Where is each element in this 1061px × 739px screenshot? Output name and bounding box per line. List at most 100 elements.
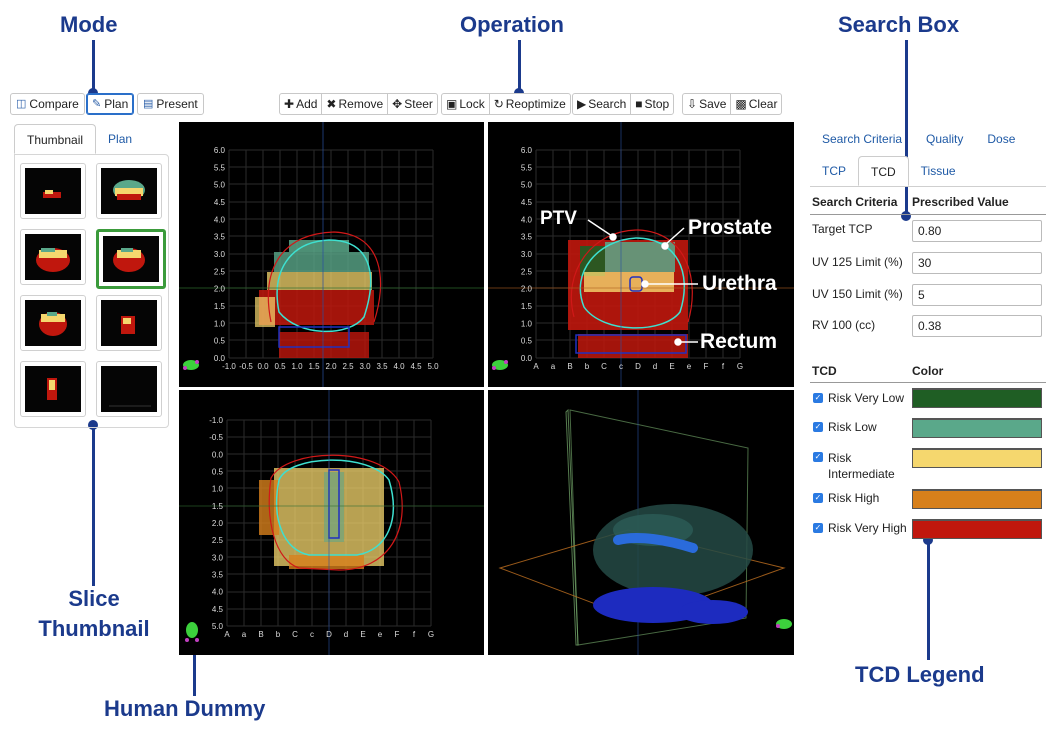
move-icon: ✥ bbox=[392, 97, 403, 111]
x-tick-label: A bbox=[224, 630, 230, 639]
callout-operation: Operation bbox=[460, 12, 564, 37]
uv125-limit-input[interactable] bbox=[912, 252, 1042, 274]
risk-high-swatch[interactable] bbox=[912, 489, 1042, 509]
plan-mode-label: Plan bbox=[104, 97, 129, 111]
x-tick-label: C bbox=[292, 630, 298, 639]
x-tick-label: d bbox=[344, 630, 348, 639]
search-button-group: ▶ Search ■ Stop bbox=[572, 93, 675, 115]
compare-label: Compare bbox=[29, 97, 79, 111]
slice-thumbnail[interactable] bbox=[20, 361, 86, 417]
x-tick-label: 4.5 bbox=[410, 362, 422, 371]
uv150-limit-input[interactable] bbox=[912, 284, 1042, 306]
trash-icon: ▩ bbox=[735, 97, 747, 111]
callout-slice-thumbnail-line2: Thumbnail bbox=[38, 616, 150, 641]
risk-very-low-checkbox[interactable]: ✓ bbox=[813, 393, 823, 403]
tab-tcp[interactable]: TCP bbox=[822, 164, 846, 178]
x-tick-label: F bbox=[704, 362, 709, 371]
slice-image bbox=[47, 378, 57, 400]
stop-icon: ■ bbox=[635, 97, 643, 111]
criteria-header-rule bbox=[810, 214, 1046, 215]
search-button[interactable]: ▶ Search bbox=[572, 93, 632, 115]
risk-very-low-swatch[interactable] bbox=[912, 388, 1042, 408]
x-tick-label: A bbox=[533, 362, 539, 371]
axial-labeled-view[interactable]: 6.0 5.5 5.0 4.5 4.0 3.5 3.0 2.5 2.0 1.5 1.0 0.5 0.0 A… bbox=[488, 122, 794, 387]
y-tick-label: 4.5 bbox=[212, 605, 224, 614]
lock-icon: ▣ bbox=[446, 97, 458, 111]
remove-button[interactable]: ✖ Remove bbox=[321, 93, 389, 115]
tab-quality[interactable]: Quality bbox=[926, 132, 964, 146]
human-dummy-icon[interactable] bbox=[183, 360, 199, 370]
add-button[interactable]: ✚ Add bbox=[279, 93, 323, 115]
risk-low-swatch[interactable] bbox=[912, 418, 1042, 438]
pencil-icon: ✎ bbox=[92, 98, 102, 110]
risk-intermediate-label-line2: Intermediate bbox=[828, 467, 895, 481]
y-tick-label: 2.5 bbox=[214, 267, 226, 276]
slice-image bbox=[113, 248, 145, 272]
tab-dose[interactable]: Dose bbox=[987, 132, 1016, 146]
x-tick-label: C bbox=[601, 362, 607, 371]
axial-view[interactable]: 6.0 5.5 5.0 4.5 4.0 3.5 3.0 2.5 2.0 1.5 1.0 0.5 0.0-… bbox=[179, 122, 484, 387]
slice-thumbnail[interactable] bbox=[20, 295, 86, 351]
rv100-input[interactable] bbox=[912, 315, 1042, 337]
x-tick-label: 1.5 bbox=[308, 362, 320, 371]
coronal-view-canvas: -1.0 -0.5 0.0 0.5 1.0 1.5 2.0 2.5 3.0 3.5 4.0 4.5 5.… bbox=[179, 390, 484, 655]
callout-slice-line bbox=[92, 426, 95, 586]
risk-intermediate-label: Risk Intermediate bbox=[828, 450, 895, 482]
slice-thumbnail[interactable] bbox=[20, 229, 86, 285]
criteria-label-uv150: UV 150 Limit (%) bbox=[812, 287, 903, 301]
risk-intermediate-swatch[interactable] bbox=[912, 448, 1042, 468]
coronal-view[interactable]: -1.0 -0.5 0.0 0.5 1.0 1.5 2.0 2.5 3.0 3.5 4.0 4.5 5.… bbox=[179, 390, 484, 655]
slice-thumbnail-selected[interactable] bbox=[96, 229, 166, 289]
risk-low-checkbox[interactable]: ✓ bbox=[813, 422, 823, 432]
x-tick-label: F bbox=[395, 630, 400, 639]
tab-tissue[interactable]: Tissue bbox=[920, 164, 956, 178]
labeled-dose-map bbox=[568, 240, 688, 358]
3d-view[interactable] bbox=[488, 390, 794, 655]
risk-very-high-checkbox[interactable]: ✓ bbox=[813, 523, 823, 533]
slice-thumbnail[interactable] bbox=[96, 295, 162, 351]
y-tick-label: 0.5 bbox=[212, 468, 224, 477]
tab-plan[interactable]: Plan bbox=[108, 132, 133, 146]
axial-view-canvas: 6.05.55.04.54.03.53.02.52.01.51.00.50.0-… bbox=[179, 122, 484, 387]
x-tick-label: b bbox=[276, 630, 281, 639]
stop-button[interactable]: ■ Stop bbox=[630, 93, 675, 115]
compare-button[interactable]: ◫ Compare bbox=[10, 93, 85, 115]
human-dummy-icon[interactable] bbox=[492, 360, 508, 370]
lock-button[interactable]: ▣ Lock bbox=[441, 93, 490, 115]
y-tick-label: 4.0 bbox=[212, 588, 224, 597]
target-tcp-input[interactable] bbox=[912, 220, 1042, 242]
steer-button[interactable]: ✥ Steer bbox=[387, 93, 438, 115]
criteria-label-uv125: UV 125 Limit (%) bbox=[812, 255, 903, 269]
slice-thumbnail[interactable] bbox=[20, 163, 86, 219]
y-tick-label: 5.0 bbox=[521, 181, 533, 190]
reoptimize-label: Reoptimize bbox=[505, 97, 566, 111]
risk-high-checkbox[interactable]: ✓ bbox=[813, 493, 823, 503]
callout-slice-thumbnail-line1: Slice bbox=[68, 586, 120, 611]
y-tick-label: 3.5 bbox=[521, 233, 533, 242]
organ-label-lines bbox=[587, 219, 698, 346]
risk-intermediate-checkbox[interactable]: ✓ bbox=[813, 452, 823, 462]
clear-button[interactable]: ▩ Clear bbox=[730, 93, 783, 115]
plan-mode-button[interactable]: ✎ Plan bbox=[86, 93, 135, 115]
y-tick-label: -1.0 bbox=[209, 416, 223, 425]
x-tick-label: f bbox=[413, 630, 416, 639]
tab-tcd[interactable]: TCD bbox=[858, 156, 909, 186]
save-button[interactable]: ⇩ Save bbox=[682, 93, 732, 115]
x-tick-label: 3.5 bbox=[376, 362, 388, 371]
callout-slice-thumbnail: Slice Thumbnail bbox=[30, 586, 158, 642]
label-ptv: PTV bbox=[540, 208, 577, 229]
slice-thumbnail[interactable] bbox=[96, 361, 162, 417]
reoptimize-button[interactable]: ↻ Reoptimize bbox=[488, 93, 571, 115]
human-dummy-icon[interactable] bbox=[185, 622, 199, 642]
y-tick-label: 4.0 bbox=[214, 215, 226, 224]
compare-icon: ◫ bbox=[16, 98, 27, 110]
search-label: Search bbox=[588, 97, 627, 111]
tab-thumbnail[interactable]: Thumbnail bbox=[14, 124, 97, 154]
thumbnail-panel bbox=[14, 154, 169, 428]
save-label: Save bbox=[699, 97, 727, 111]
tab-search-criteria[interactable]: Search Criteria bbox=[822, 132, 903, 146]
slice-thumbnail[interactable] bbox=[96, 163, 162, 219]
human-dummy-icon[interactable] bbox=[776, 619, 792, 629]
risk-very-high-swatch[interactable] bbox=[912, 519, 1042, 539]
present-button[interactable]: ▤ Present bbox=[137, 93, 204, 115]
